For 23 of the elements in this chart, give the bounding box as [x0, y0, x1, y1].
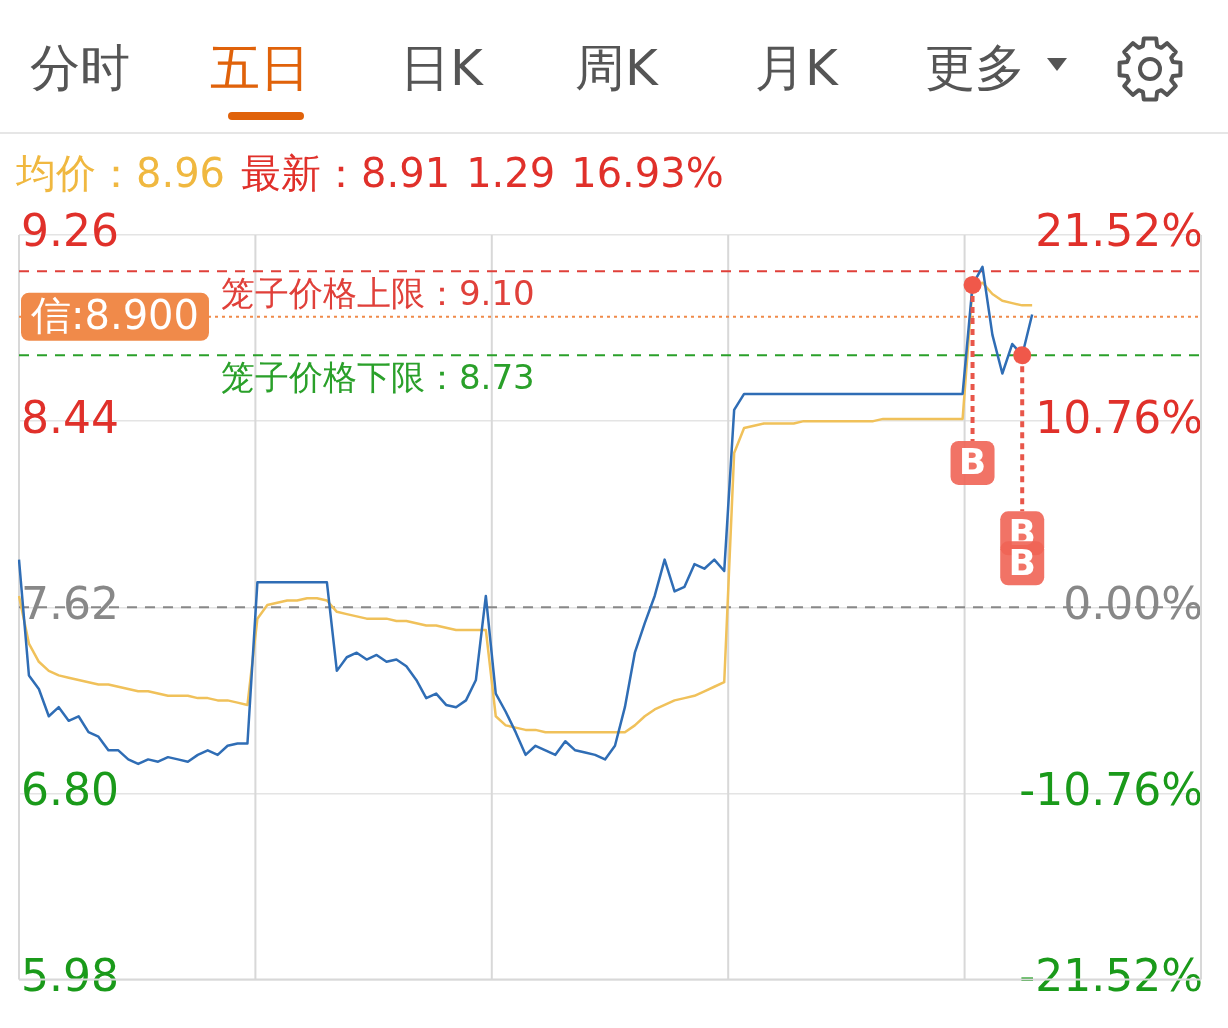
y-tick-label: 8.44: [21, 391, 119, 443]
y2-tick-label: -10.76%: [1019, 763, 1203, 815]
text: 1.29: [466, 150, 556, 196]
text: 日K: [400, 38, 483, 98]
text: 五日: [210, 38, 310, 98]
y2-tick-label: 10.76%: [1035, 391, 1203, 443]
text: 周K: [575, 38, 658, 98]
text: 月K: [755, 38, 838, 98]
y2-tick-label: 21.52%: [1035, 205, 1203, 257]
y-tick-label: 9.26: [21, 205, 119, 257]
y2-tick-label: 0.00%: [1063, 577, 1203, 629]
y-tick-label: 6.80: [21, 763, 119, 815]
text: 更多: [925, 38, 1025, 98]
y-tick-label: 5.98: [21, 950, 119, 1002]
text: 16.93%: [571, 150, 724, 196]
y2-tick-label: -21.52%: [1019, 950, 1203, 1002]
ref-line-label: 信:8.900: [31, 292, 199, 339]
y-tick-label: 7.62: [21, 577, 119, 629]
text: 分时: [30, 38, 130, 98]
ref-line-label: 笼子价格上限：9.10: [220, 273, 535, 314]
text: 均价：8.96: [16, 150, 226, 196]
text: 最新：8.91: [241, 150, 451, 196]
ref-line-label: 笼子价格下限：8.73: [220, 357, 535, 398]
